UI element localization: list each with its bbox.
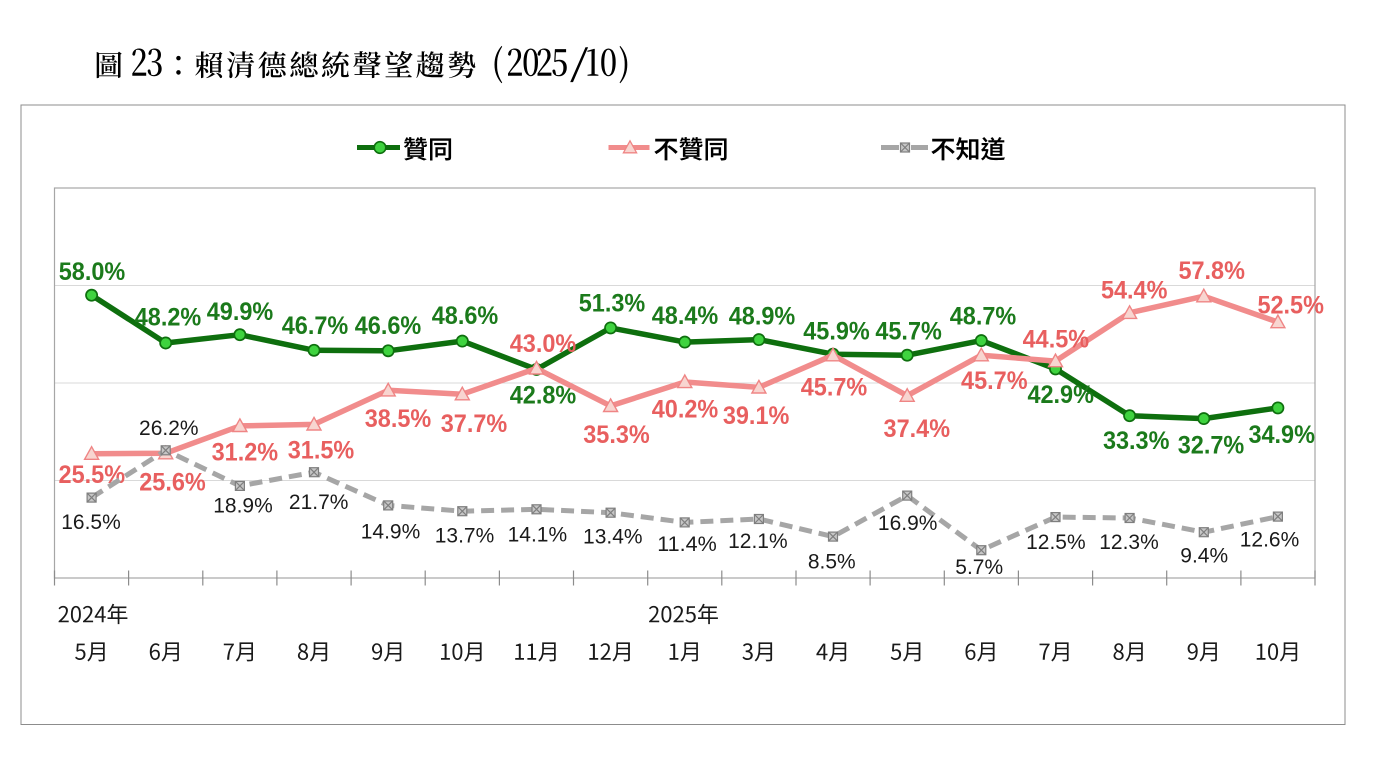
svg-text:11.4%: 11.4% (657, 533, 717, 556)
svg-text:43.0%: 43.0% (510, 330, 577, 358)
svg-text:12.6%: 12.6% (1240, 529, 1300, 552)
svg-text:42.9%: 42.9% (1027, 381, 1094, 409)
svg-text:31.5%: 31.5% (288, 436, 355, 464)
svg-text:45.7%: 45.7% (801, 374, 868, 402)
svg-text:13.4%: 13.4% (583, 526, 643, 549)
svg-text:26.2%: 26.2% (139, 417, 199, 440)
svg-text:12.1%: 12.1% (728, 530, 788, 553)
svg-text:57.8%: 57.8% (1178, 257, 1245, 285)
svg-text:33.3%: 33.3% (1103, 427, 1170, 455)
svg-text:51.3%: 51.3% (579, 289, 646, 317)
svg-text:48.4%: 48.4% (652, 302, 719, 330)
svg-text:9.4%: 9.4% (1180, 544, 1228, 567)
svg-text:58.0%: 58.0% (59, 258, 126, 286)
svg-text:40.2%: 40.2% (652, 396, 719, 424)
svg-text:46.7%: 46.7% (282, 312, 349, 340)
svg-text:37.4%: 37.4% (884, 415, 951, 443)
svg-text:35.3%: 35.3% (583, 421, 650, 449)
svg-text:48.2%: 48.2% (135, 304, 202, 332)
svg-text:48.7%: 48.7% (950, 303, 1017, 331)
svg-text:38.5%: 38.5% (365, 405, 432, 433)
svg-text:45.9%: 45.9% (803, 317, 870, 345)
svg-text:39.1%: 39.1% (723, 402, 790, 430)
svg-text:12.5%: 12.5% (1026, 531, 1086, 554)
svg-text:49.9%: 49.9% (207, 298, 274, 326)
svg-text:5.7%: 5.7% (955, 556, 1003, 579)
svg-text:34.9%: 34.9% (1248, 421, 1315, 449)
svg-text:48.9%: 48.9% (729, 303, 796, 331)
svg-text:37.7%: 37.7% (441, 410, 508, 438)
svg-text:13.7%: 13.7% (435, 524, 495, 547)
svg-text:18.9%: 18.9% (213, 495, 273, 518)
svg-text:16.5%: 16.5% (61, 511, 121, 534)
svg-text:14.1%: 14.1% (508, 523, 568, 546)
svg-text:45.7%: 45.7% (875, 317, 942, 345)
svg-text:52.5%: 52.5% (1257, 292, 1324, 320)
svg-text:46.6%: 46.6% (355, 312, 422, 340)
svg-text:25.6%: 25.6% (139, 468, 206, 496)
svg-text:21.7%: 21.7% (289, 491, 349, 514)
svg-text:12.3%: 12.3% (1099, 531, 1159, 554)
svg-text:14.9%: 14.9% (361, 520, 421, 543)
svg-text:48.6%: 48.6% (432, 302, 499, 330)
svg-text:16.9%: 16.9% (878, 512, 938, 535)
svg-text:54.4%: 54.4% (1101, 277, 1168, 305)
svg-text:45.7%: 45.7% (961, 367, 1028, 395)
svg-text:32.7%: 32.7% (1178, 432, 1245, 460)
svg-text:44.5%: 44.5% (1023, 325, 1090, 353)
svg-text:31.2%: 31.2% (212, 439, 279, 467)
svg-text:8.5%: 8.5% (808, 551, 856, 574)
